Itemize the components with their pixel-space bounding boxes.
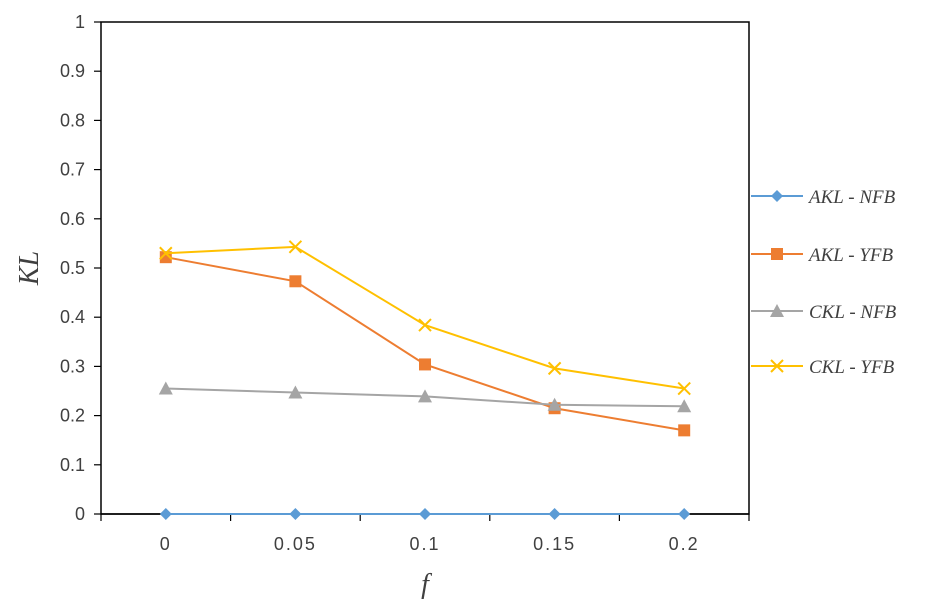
x-tick-label: 0.05 (274, 534, 317, 554)
legend-item: AKL - NFB (751, 187, 896, 208)
series-layer (158, 240, 692, 520)
legend-label: CKL - NFB (809, 302, 897, 323)
data-point (288, 385, 303, 399)
data-point (677, 381, 691, 396)
x-axis-title: f (421, 569, 432, 600)
series-akl-nfb (159, 508, 691, 520)
data-point (288, 240, 303, 254)
data-point (289, 508, 302, 520)
data-point (678, 508, 691, 520)
data-point (547, 361, 562, 376)
y-tick-label: 0 (75, 504, 85, 524)
y-tick-label: 1 (75, 12, 85, 32)
legend-label: CKL - YFB (809, 357, 895, 378)
data-point (159, 508, 172, 520)
data-point (547, 397, 562, 411)
legend-marker (771, 190, 783, 202)
data-point (418, 389, 432, 403)
y-tick-label: 0.3 (60, 356, 85, 376)
legend-item: CKL - NFB (751, 302, 897, 323)
data-point (289, 275, 302, 288)
data-point (678, 424, 691, 437)
legend-marker (770, 359, 784, 373)
legend: AKL - NFB AKL - YFB CKL - NFB CKL - YFB (751, 187, 897, 378)
legend-label: AKL - YFB (807, 245, 894, 266)
plot-area (100, 21, 750, 515)
data-point (677, 399, 692, 413)
x-tick-label: 0.1 (409, 534, 440, 554)
data-point (159, 251, 172, 264)
x-tick-label: 0.2 (669, 534, 700, 554)
data-point (548, 508, 561, 520)
data-point (158, 381, 173, 395)
series-ckl-yfb (159, 240, 691, 396)
y-tick-label: 0.9 (60, 61, 85, 81)
y-axis: 0 0.1 0.2 0.3 0.4 0.5 0.6 0.7 0.8 0.9 1 (60, 12, 101, 524)
legend-item: CKL - YFB (751, 357, 895, 378)
y-tick-label: 0.6 (60, 209, 85, 229)
x-tick-label: 0.15 (533, 534, 576, 554)
y-tick-label: 0.1 (60, 455, 85, 475)
y-tick-label: 0.4 (60, 307, 85, 327)
legend-marker (771, 248, 783, 260)
data-point (418, 318, 432, 332)
legend-item: AKL - YFB (751, 245, 894, 266)
data-point (159, 246, 173, 260)
y-tick-label: 0.2 (60, 406, 85, 426)
legend-marker (770, 304, 784, 317)
legend-label: AKL - NFB (807, 187, 896, 208)
y-axis-title: KL (14, 251, 45, 286)
data-point (419, 508, 431, 520)
data-point (419, 358, 431, 371)
series-ckl-nfb (158, 381, 692, 413)
y-tick-label: 0.8 (60, 110, 85, 130)
x-tick-label: 0 (160, 534, 172, 554)
y-tick-label: 0.5 (60, 258, 85, 278)
y-tick-label: 0.7 (60, 160, 85, 180)
